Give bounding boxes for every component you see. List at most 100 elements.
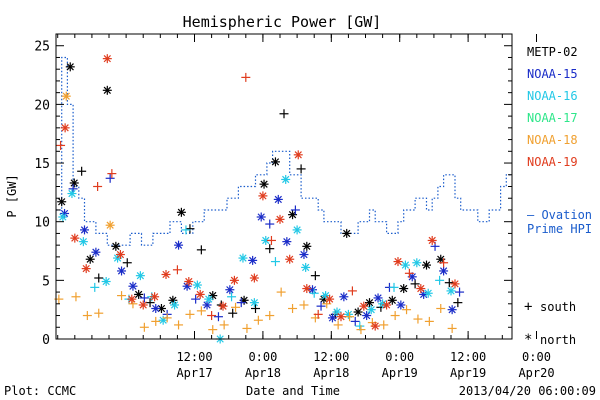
point-noaa-19-25 (302, 284, 312, 294)
point-metp-02-40 (444, 278, 454, 288)
point-noaa-19-20 (258, 191, 268, 201)
legend-item-noaa-17: NOAA-17 (527, 111, 578, 125)
point-metp-02-0 (57, 197, 67, 207)
point-noaa-19-29 (347, 286, 357, 296)
y-tick-label-5: 5 (42, 274, 50, 289)
point-noaa-15-4 (105, 173, 115, 183)
point-noaa-16-7 (135, 271, 145, 281)
point-noaa-19-23 (285, 254, 295, 264)
x-tick-day-2: Apr18 (313, 366, 349, 380)
x-tick-day-3: Apr19 (382, 366, 418, 380)
point-metp-02-37 (410, 279, 420, 289)
point-noaa-18-1 (61, 91, 71, 101)
point-noaa-18-12 (185, 309, 195, 319)
point-noaa-19-8 (127, 294, 137, 304)
point-noaa-16-34 (435, 275, 445, 285)
point-metp-02-3 (77, 166, 87, 176)
point-noaa-19-34 (404, 268, 414, 278)
x-tick-time-1: 0:00 (248, 350, 277, 364)
point-noaa-15-16 (236, 298, 246, 308)
point-metp-02-11 (156, 304, 166, 313)
point-noaa-18-19 (265, 311, 275, 321)
point-noaa-15-36 (439, 266, 449, 276)
point-noaa-18-32 (413, 314, 423, 324)
point-noaa-19-26 (313, 309, 323, 319)
point-noaa-19-35 (416, 284, 426, 294)
point-noaa-15-13 (202, 300, 212, 310)
point-noaa-15-38 (455, 287, 465, 297)
point-noaa-19-3 (81, 264, 91, 274)
point-noaa-19-37 (439, 258, 449, 268)
point-noaa-16-15 (227, 292, 237, 302)
point-noaa-19-27 (325, 294, 335, 304)
x-tick-time-4: 12:00 (450, 350, 486, 364)
point-noaa-15-12 (191, 294, 201, 304)
point-noaa-18-22 (299, 300, 309, 310)
x-tick-day-4: Apr19 (450, 366, 486, 380)
point-noaa-19-15 (207, 311, 217, 321)
point-noaa-16-4 (101, 277, 111, 287)
point-noaa-16-19 (270, 257, 280, 267)
legend-item-noaa-19: NOAA-19 (527, 155, 578, 169)
point-noaa-18-17 (242, 323, 252, 333)
point-noaa-19-2 (70, 233, 80, 243)
point-noaa-15-2 (80, 225, 89, 235)
point-metp-02-31 (342, 228, 352, 238)
point-noaa-15-30 (373, 293, 383, 303)
point-noaa-15-22 (290, 205, 300, 215)
marker-legend-north-label: north (540, 333, 576, 347)
point-noaa-18-18 (253, 315, 263, 325)
point-noaa-18-25 (333, 320, 343, 330)
point-noaa-18-11 (174, 320, 184, 330)
point-noaa-19-7 (115, 250, 125, 260)
ovation-hpi-line (56, 56, 512, 246)
point-noaa-18-4 (94, 308, 104, 318)
point-metp-02-4 (85, 254, 95, 264)
marker-legend-south-label: south (540, 300, 576, 314)
point-metp-02-21 (259, 179, 269, 189)
point-metp-02-25 (288, 210, 298, 220)
point-noaa-15-23 (299, 250, 309, 260)
point-metp-02-41 (453, 298, 463, 308)
point-noaa-18-26 (345, 312, 355, 322)
point-noaa-18-27 (356, 325, 366, 335)
point-noaa-16-32 (412, 258, 422, 268)
marker-legend-south-symbol: + (524, 299, 532, 315)
point-noaa-15-37 (447, 305, 457, 315)
point-noaa-15-15 (225, 285, 235, 295)
y-axis-label: P [GW] (5, 174, 19, 217)
y-tick-label-15: 15 (34, 157, 50, 172)
x-tick-time-0: 12:00 (176, 350, 212, 364)
point-metp-02-2 (69, 178, 79, 188)
point-noaa-16-1 (67, 189, 77, 199)
point-noaa-16-0 (58, 212, 68, 222)
point-noaa-18-2 (71, 292, 81, 302)
point-noaa-19-0 (56, 140, 66, 150)
footer-left: Plot: CCMC (4, 384, 76, 398)
y-tick-label-20: 20 (34, 98, 50, 113)
point-metp-02-6 (102, 85, 112, 95)
point-noaa-16-12 (192, 280, 202, 290)
point-noaa-19-30 (359, 301, 369, 311)
point-noaa-15-25 (316, 301, 326, 311)
point-noaa-15-5 (117, 266, 127, 276)
point-noaa-19-17 (229, 275, 239, 285)
legend-item-noaa-16: NOAA-16 (527, 89, 578, 103)
point-noaa-19-5 (102, 54, 112, 64)
point-noaa-19-31 (370, 321, 380, 331)
point-metp-02-23 (270, 157, 280, 167)
point-noaa-16-26 (343, 309, 353, 319)
point-noaa-19-13 (184, 277, 194, 287)
point-noaa-19-14 (195, 289, 205, 299)
point-noaa-19-21 (266, 235, 276, 245)
point-noaa-16-22 (301, 262, 311, 272)
point-noaa-15-27 (339, 292, 349, 302)
point-noaa-16-30 (389, 282, 399, 292)
legend-item-noaa-15: NOAA-15 (527, 67, 578, 81)
point-noaa-16-17 (249, 298, 259, 308)
point-noaa-19-6 (107, 169, 117, 179)
point-noaa-16-33 (423, 288, 433, 298)
point-metp-02-7 (111, 241, 121, 251)
point-noaa-19-1 (60, 123, 70, 133)
